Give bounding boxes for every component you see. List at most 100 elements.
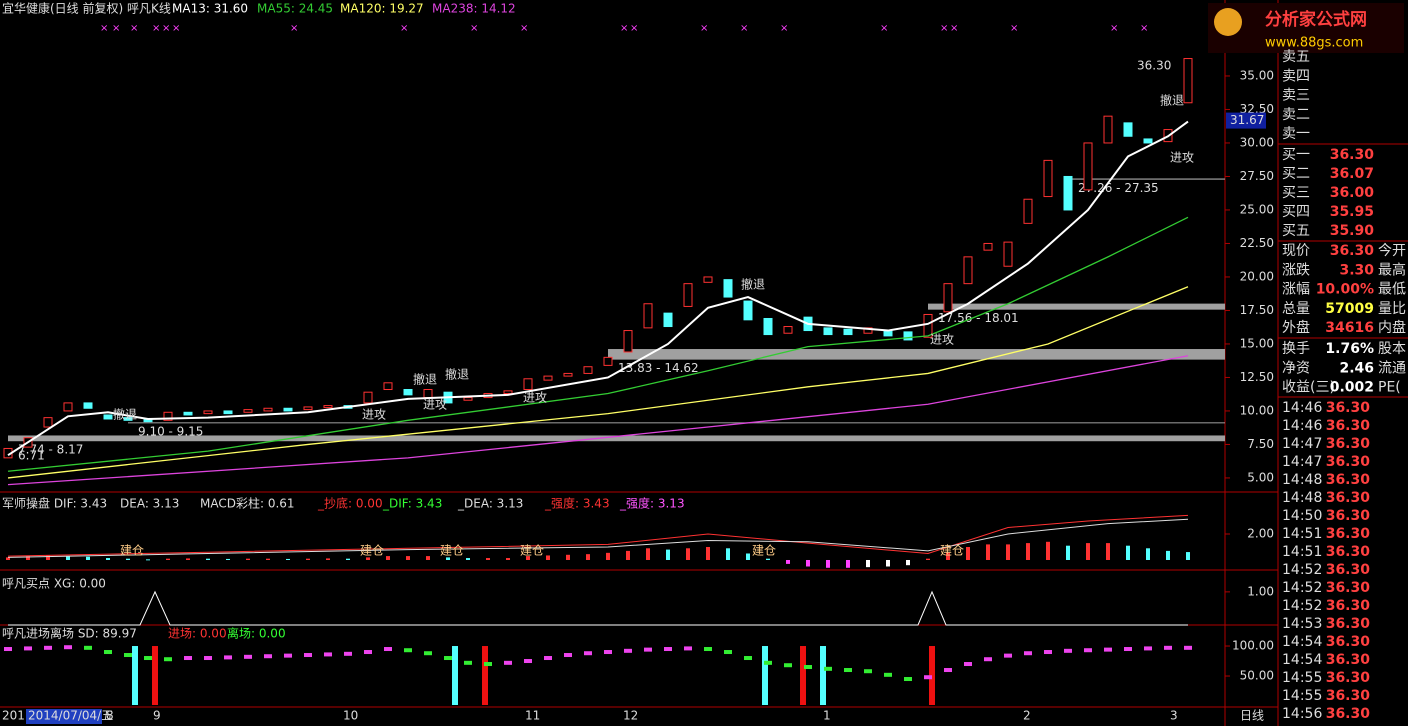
tick-price: 36.30 [1326, 580, 1371, 596]
stat-tail: 量比 [1378, 301, 1406, 317]
sd-point [964, 662, 972, 667]
stat-label: 涨跌 [1282, 262, 1310, 278]
tick-price: 36.30 [1326, 670, 1371, 686]
sd-point [1004, 653, 1012, 658]
tick-time: 14:46 [1282, 418, 1322, 434]
sd-point [1184, 645, 1192, 650]
tick-time: 14:48 [1282, 472, 1322, 488]
candle [1103, 115, 1113, 144]
macd-bar [266, 558, 270, 560]
candle [163, 411, 173, 421]
sd-point [144, 656, 152, 661]
stat-label: 涨幅 [1282, 282, 1310, 298]
candle [1123, 122, 1133, 137]
y-tick-label: 17.50 [1240, 303, 1274, 317]
sd-point [744, 656, 752, 661]
exit-bar [132, 646, 138, 705]
macd-bar [186, 558, 190, 560]
macd-label: _DEA: 3.13 [457, 497, 523, 511]
macd-bar [526, 556, 530, 560]
sd-point [184, 656, 192, 661]
band-label: 27.26 - 27.35 [1078, 181, 1159, 195]
ma-line [7, 216, 1189, 472]
signal-label: 撤退 [741, 277, 765, 292]
macd-bar [46, 555, 50, 560]
support-band [608, 349, 1225, 360]
macd-bar [906, 559, 910, 566]
x-tick-label: 10 [343, 709, 358, 723]
indicator-label: MA120: 19.27 [340, 2, 424, 16]
sd-point [4, 647, 12, 652]
sd-point [464, 660, 472, 665]
candle [983, 242, 993, 251]
candle [223, 410, 233, 415]
macd-bar [306, 558, 310, 560]
sd-point [524, 659, 532, 664]
stat-label: 总量 [1282, 301, 1310, 317]
signal-label: 进攻 [1170, 151, 1194, 165]
candle [1063, 175, 1073, 211]
candle [403, 389, 413, 396]
sd-point [504, 660, 512, 665]
macd-bar [246, 558, 250, 560]
candle [1183, 58, 1193, 104]
y-tick-label: 10.00 [1240, 403, 1274, 417]
band-label: 7.74 - 8.17 [18, 443, 83, 457]
tick-price: 36.30 [1326, 508, 1371, 524]
signal-cross: × [700, 23, 708, 34]
stat-value: 36.30 [1330, 243, 1375, 259]
y-tick-label: 12.50 [1240, 370, 1274, 384]
signal-label: 进攻 [423, 398, 447, 412]
dif-line [7, 514, 1189, 557]
sd-point [764, 660, 772, 665]
sd-point [724, 650, 732, 655]
macd-bar [1146, 548, 1150, 560]
macd-bar [1046, 541, 1050, 560]
sd-point [404, 648, 412, 653]
macd-bar [406, 556, 410, 560]
tick-price: 36.30 [1326, 688, 1371, 704]
tick-time: 14:53 [1282, 616, 1322, 632]
candle [183, 411, 193, 416]
stat-tail: 今开 [1378, 243, 1406, 259]
signal-cross: × [152, 23, 160, 34]
macd-bar [646, 548, 650, 560]
macd-bar [566, 554, 570, 560]
candle [643, 303, 653, 329]
tick-price: 36.30 [1326, 526, 1371, 542]
y-tick-label: 27.50 [1240, 169, 1274, 183]
sd-label: 离场: 0.00 [227, 626, 286, 641]
macd-bar [106, 558, 110, 560]
macd-bar [426, 556, 430, 560]
stat-tail: 最低 [1378, 282, 1406, 298]
sd-point [704, 647, 712, 652]
bid-price: 36.30 [1330, 147, 1375, 163]
sd-point [384, 647, 392, 652]
x-tick-label: 12 [623, 709, 638, 723]
sd-point [864, 669, 872, 674]
sd-point [264, 654, 272, 659]
sd-point [284, 653, 292, 658]
ask-label: 卖三 [1282, 88, 1310, 104]
y-tick-label: 22.50 [1240, 236, 1274, 250]
tick-time: 14:55 [1282, 670, 1322, 686]
sd-point [484, 662, 492, 667]
bid-label: 买五 [1282, 223, 1310, 239]
sd-point [1104, 647, 1112, 652]
sd-point [684, 646, 692, 651]
stat-label: 现价 [1282, 243, 1310, 259]
macd-bar [446, 557, 450, 560]
stat-value: 1.76% [1325, 341, 1374, 357]
date-box [26, 709, 102, 724]
tick-price: 36.30 [1326, 706, 1371, 722]
last-price-box [1226, 112, 1266, 129]
sd-label: 进场: 0.00 [168, 627, 227, 641]
sd-point [604, 650, 612, 655]
macd-bar [686, 548, 690, 560]
macd-label: 军师操盘 DIF: 3.43 [2, 496, 107, 511]
bid-price: 36.00 [1330, 185, 1375, 201]
x-tick-label: 201 [2, 709, 25, 723]
macd-bar [146, 559, 150, 561]
candle [543, 375, 553, 381]
ask-label: 卖五 [1282, 49, 1310, 65]
